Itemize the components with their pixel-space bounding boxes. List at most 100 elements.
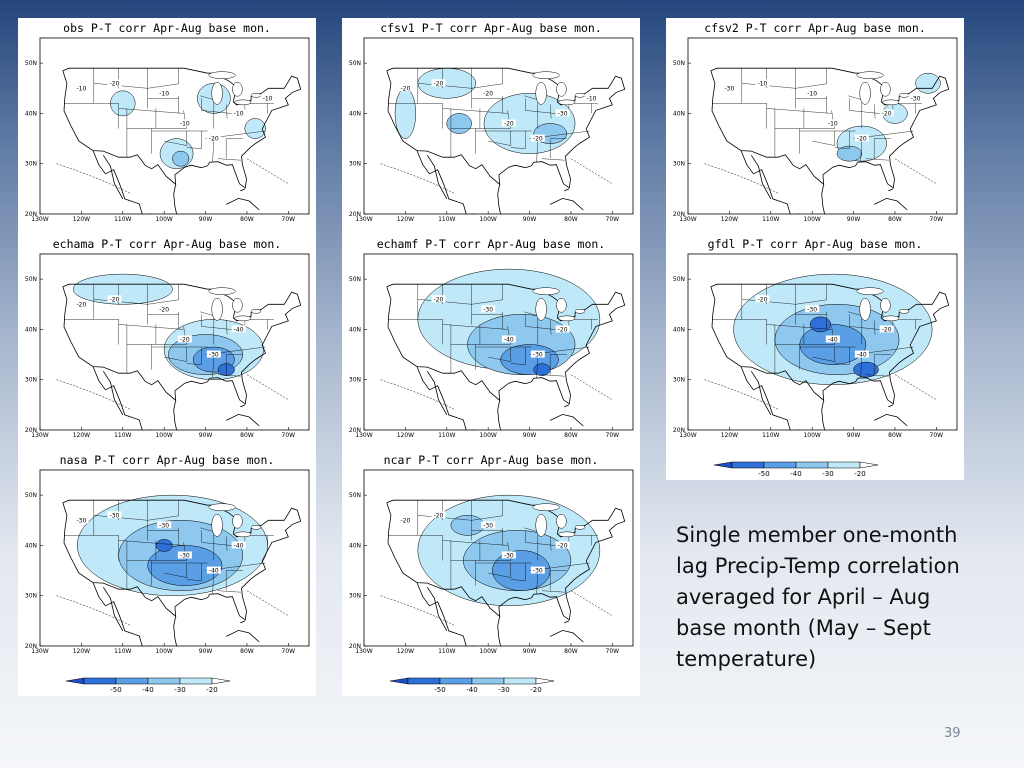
legend-label: -20	[206, 686, 217, 694]
lon-tick-label: 100W	[155, 648, 172, 655]
coastline	[92, 150, 152, 214]
legend-swatch	[439, 677, 473, 685]
lake	[234, 315, 252, 322]
lon-tick-label: 120W	[73, 432, 90, 439]
contour-label-bg	[825, 119, 840, 127]
legend-label: -50	[758, 470, 769, 478]
lat-tick-label: 50N	[673, 60, 685, 67]
lake	[234, 99, 252, 106]
lon-tick-label: 130W	[31, 432, 48, 439]
lon-tick-label: 80W	[240, 432, 254, 439]
lon-tick-label: 70W	[930, 216, 944, 223]
lon-tick-label: 100W	[803, 432, 820, 439]
correlation-shade	[244, 118, 266, 139]
contour-label: -40	[857, 352, 867, 359]
lon-tick-label: 120W	[73, 648, 90, 655]
us-coastline	[710, 283, 950, 405]
lat-tick-label: 20N	[673, 211, 685, 218]
lake	[208, 71, 236, 79]
lake	[880, 82, 891, 97]
lat-tick-label: 50N	[25, 276, 37, 283]
state-border	[812, 140, 835, 146]
us-coastline	[386, 67, 626, 189]
state-border	[550, 320, 552, 335]
coastline	[821, 400, 825, 430]
coastline	[226, 629, 260, 643]
state-border	[442, 324, 508, 330]
coastline	[416, 150, 476, 214]
state-border	[541, 158, 565, 161]
state-border	[860, 354, 862, 379]
lake	[250, 93, 262, 98]
correlation-shade	[450, 515, 485, 536]
contour-label: -20	[558, 326, 568, 333]
dashed-contour	[704, 163, 780, 195]
state-border	[186, 363, 202, 365]
lat-tick-label: 30N	[25, 161, 37, 168]
contour-label: -20	[857, 136, 867, 143]
dashed-contour	[894, 158, 937, 185]
contour-label: -40	[209, 568, 219, 575]
contour-label: -20	[434, 80, 444, 87]
lon-tick-label: 90W	[523, 216, 537, 223]
contour-label: -30	[504, 552, 514, 559]
lon-tick-label: 70W	[282, 216, 296, 223]
color-legend: -50 -40 -30 -20	[65, 677, 231, 694]
contour-label: -30	[76, 517, 86, 524]
contour-label-bg	[854, 350, 869, 358]
contour-label-bg	[74, 300, 89, 308]
correlation-shade	[853, 361, 879, 378]
lake	[535, 514, 547, 537]
lat-tick-label: 50N	[25, 60, 37, 67]
contour-label: -20	[209, 136, 219, 143]
contour-label: -20	[159, 306, 169, 313]
map-frame	[39, 37, 310, 215]
coastline	[92, 366, 152, 430]
lat-tick-label: 50N	[349, 276, 361, 283]
state-border	[865, 374, 889, 377]
lat-tick-label: 50N	[673, 276, 685, 283]
map-svg: echamf P-T corr Apr-Aug base mon. -20 -30 -…	[349, 237, 634, 439]
lon-tick-label: 130W	[31, 648, 48, 655]
contour-label: -30	[558, 110, 568, 117]
map-panel-8: ncar P-T corr Apr-Aug base mon. -20 -30 -30…	[342, 450, 640, 696]
contour-label-bg	[501, 551, 516, 559]
panel-title: cfsv2 P-T corr Apr-Aug base mon.	[704, 21, 926, 35]
coastline	[497, 616, 501, 646]
legend-label: -40	[142, 686, 153, 694]
contour-label: -20	[434, 296, 444, 303]
lake	[250, 309, 262, 314]
coastline	[426, 154, 448, 200]
state-border	[488, 356, 511, 362]
contour-label: -30	[483, 522, 493, 529]
us-coastline	[710, 67, 950, 189]
contour-label: -30	[483, 306, 493, 313]
lon-tick-label: 120W	[397, 432, 414, 439]
state-border	[550, 536, 552, 551]
panel-title: echama P-T corr Apr-Aug base mon.	[53, 237, 281, 251]
contour-label: -20	[882, 110, 892, 117]
legend-label: -30	[174, 686, 185, 694]
lon-tick-label: 130W	[31, 216, 48, 223]
lake	[574, 93, 586, 98]
state-border	[442, 108, 508, 114]
map-frame	[39, 469, 310, 647]
coastline	[426, 586, 448, 632]
lon-tick-label: 80W	[888, 216, 902, 223]
state-border	[118, 540, 184, 546]
lake	[211, 82, 223, 105]
coastline	[416, 582, 476, 646]
lon-tick-label: 110W	[114, 648, 131, 655]
lat-tick-label: 50N	[349, 60, 361, 67]
coastline	[497, 400, 501, 430]
lat-tick-label: 20N	[25, 643, 37, 650]
coastline	[888, 404, 894, 408]
dashed-contour	[570, 374, 613, 401]
state-border	[541, 590, 565, 593]
map-svg: nasa P-T corr Apr-Aug base mon. -30 -30 -30…	[25, 453, 310, 694]
panel-title: cfsv1 P-T corr Apr-Aug base mon.	[380, 21, 602, 35]
lake	[558, 531, 576, 538]
contour-label-bg	[231, 325, 246, 333]
lake	[556, 514, 567, 529]
dashed-contour	[894, 374, 937, 401]
